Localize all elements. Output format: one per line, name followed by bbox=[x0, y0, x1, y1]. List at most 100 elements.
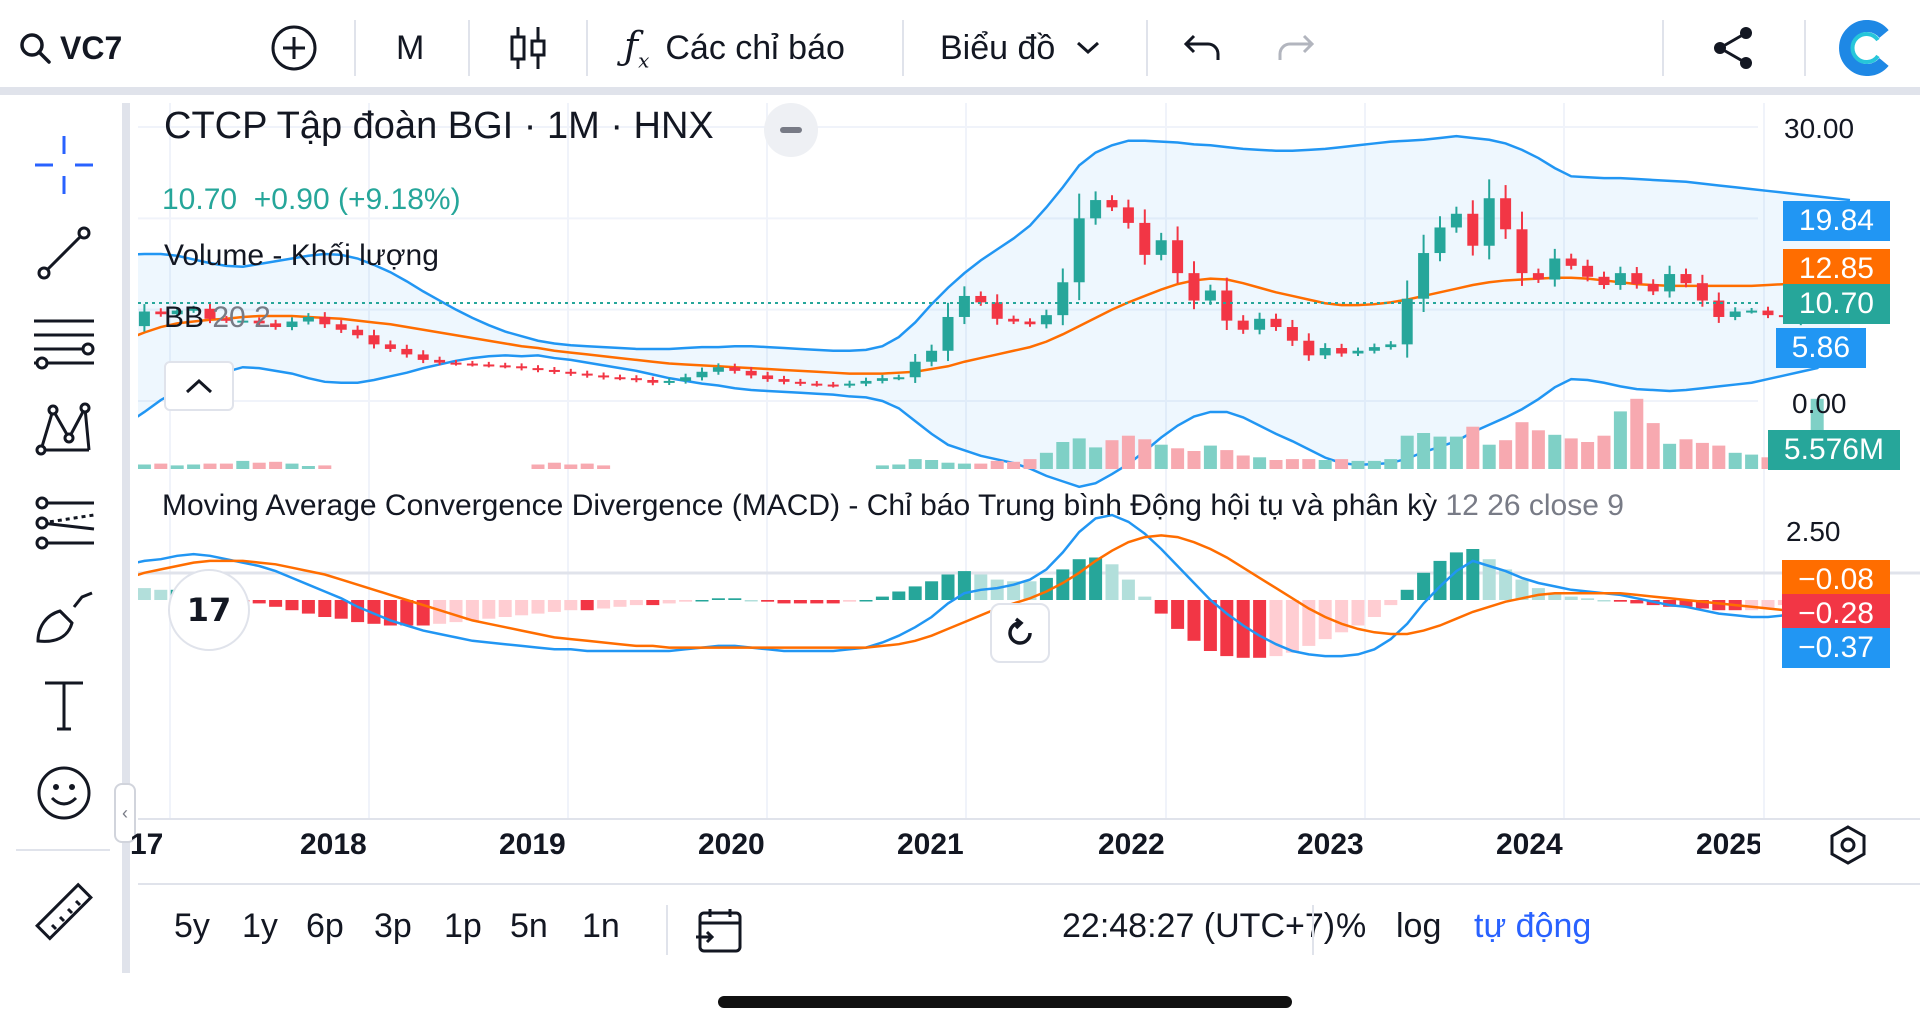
macd-histogram-bar bbox=[498, 600, 512, 617]
macd-histogram-bar bbox=[1679, 600, 1693, 607]
macd-histogram-bar bbox=[843, 600, 857, 602]
volume-bar bbox=[1318, 460, 1332, 469]
candle-body bbox=[1237, 320, 1249, 330]
range-1n[interactable]: 1n bbox=[582, 907, 620, 945]
macd-histogram-bar bbox=[1695, 600, 1709, 609]
macd-histogram-bar bbox=[1449, 552, 1463, 600]
candle-body bbox=[302, 316, 314, 322]
candle-body bbox=[466, 363, 478, 366]
divider bbox=[1312, 905, 1314, 955]
candle-body bbox=[204, 308, 216, 319]
candle-body bbox=[1188, 273, 1200, 301]
expand-legend-button[interactable] bbox=[164, 361, 234, 411]
range-1y[interactable]: 1y bbox=[242, 907, 278, 945]
macd-histogram-bar bbox=[629, 600, 643, 606]
interval-button[interactable]: M bbox=[396, 28, 425, 67]
volume-bar bbox=[1351, 460, 1365, 469]
crosshair-tool[interactable] bbox=[28, 129, 100, 201]
volume-bar bbox=[1581, 442, 1595, 469]
macd-histogram-bar bbox=[793, 600, 807, 604]
volume-bar bbox=[138, 464, 151, 469]
pattern-tool[interactable] bbox=[28, 393, 100, 465]
macd-histogram-bar bbox=[1335, 600, 1349, 633]
candle-body bbox=[286, 321, 298, 328]
candle-body bbox=[1467, 213, 1479, 246]
volume-bar bbox=[1499, 440, 1513, 469]
candle-body bbox=[991, 302, 1003, 319]
volume-bar bbox=[170, 465, 184, 469]
log-toggle[interactable]: log bbox=[1396, 907, 1442, 945]
bb-basis-label: 12.85 bbox=[1782, 249, 1890, 289]
volume-bar bbox=[1236, 455, 1250, 469]
candle-body bbox=[1664, 274, 1676, 292]
candle-body bbox=[1401, 298, 1413, 345]
chart-settings-button[interactable] bbox=[1826, 823, 1870, 872]
volume-legend: Volume - Khối lượng bbox=[164, 239, 439, 272]
volume-bar bbox=[1154, 444, 1168, 469]
range-1p[interactable]: 1p bbox=[444, 907, 482, 945]
chart-style-button[interactable] bbox=[508, 20, 548, 76]
top-toolbar: VC7 M ƒx Các chỉ báo Biểu đồ bbox=[0, 0, 1920, 95]
range-3p[interactable]: 3p bbox=[374, 907, 412, 945]
undo-button[interactable] bbox=[1182, 20, 1222, 76]
macd-histogram-bar bbox=[1023, 581, 1037, 600]
text-tool[interactable] bbox=[28, 669, 100, 741]
macd-histogram-bar bbox=[1761, 600, 1775, 609]
volume-bar bbox=[1302, 459, 1316, 469]
macd-histogram-bar bbox=[1138, 596, 1152, 600]
tradingview-logo-icon[interactable]: 17 bbox=[168, 569, 250, 651]
volume-bar bbox=[1613, 411, 1627, 469]
reset-chart-button[interactable] bbox=[990, 603, 1050, 663]
macd-histogram-bar bbox=[1564, 596, 1578, 600]
macd-histogram-bar bbox=[138, 588, 151, 600]
candle-body bbox=[1122, 207, 1134, 223]
indicators-button[interactable]: ƒx Các chỉ báo bbox=[624, 20, 845, 76]
compare-button[interactable] bbox=[270, 20, 318, 76]
candle-body bbox=[1647, 284, 1659, 292]
candle-body bbox=[499, 365, 511, 368]
share-icon bbox=[1714, 27, 1752, 69]
macd-histogram-bar bbox=[1039, 577, 1053, 600]
share-button[interactable] bbox=[1710, 20, 1756, 76]
volume-bar bbox=[1089, 447, 1103, 469]
candle-body bbox=[1516, 229, 1528, 274]
macd-histogram-bar bbox=[1613, 600, 1627, 602]
collapse-legend-button[interactable] bbox=[764, 103, 818, 157]
fib-tool[interactable] bbox=[28, 307, 100, 379]
candle-body bbox=[401, 348, 413, 355]
macd-legend: Moving Average Convergence Divergence (M… bbox=[162, 489, 1624, 523]
chart-type-dropdown[interactable]: Biểu đồ bbox=[940, 20, 1101, 76]
app-logo[interactable] bbox=[1838, 20, 1894, 76]
volume-bar bbox=[1285, 459, 1299, 469]
auto-scale-toggle[interactable]: tự động bbox=[1474, 907, 1592, 945]
macd-histogram-bar bbox=[1187, 600, 1201, 641]
range-5n[interactable]: 5n bbox=[510, 907, 548, 945]
trend-line-tool[interactable] bbox=[28, 217, 100, 289]
symbol-label: VC7 bbox=[60, 29, 123, 66]
symbol-search[interactable]: VC7 bbox=[18, 20, 122, 76]
volume-bar bbox=[1203, 445, 1217, 469]
candle-body bbox=[368, 335, 380, 345]
toolbar-collapse-handle[interactable]: ‹ bbox=[114, 783, 136, 843]
macd-histogram-bar bbox=[777, 600, 791, 604]
brush-tool[interactable] bbox=[28, 581, 100, 653]
chart-area[interactable]: CTCP Tập đoàn BGI · 1M · HNX 10.70 +0.90… bbox=[130, 103, 1920, 883]
candle-body bbox=[335, 324, 347, 330]
macd-histogram-bar bbox=[433, 600, 447, 624]
range-5y[interactable]: 5y bbox=[174, 907, 210, 945]
volume-bar bbox=[252, 462, 266, 469]
range-6p[interactable]: 6p bbox=[306, 907, 344, 945]
candle-body bbox=[1286, 327, 1298, 341]
goto-date-button[interactable] bbox=[694, 907, 744, 960]
volume-bar bbox=[1630, 398, 1644, 469]
candle-body bbox=[598, 375, 610, 378]
volume-bar bbox=[547, 462, 561, 469]
emoji-tool[interactable] bbox=[28, 757, 100, 829]
redo-button[interactable] bbox=[1276, 20, 1316, 76]
candle-body bbox=[1762, 310, 1774, 316]
macd-histogram-bar bbox=[1400, 589, 1414, 600]
percent-toggle[interactable]: % bbox=[1336, 907, 1367, 945]
measure-tool[interactable] bbox=[28, 877, 100, 949]
forecast-tool[interactable] bbox=[28, 487, 100, 559]
macd-histogram-bar bbox=[449, 600, 463, 623]
